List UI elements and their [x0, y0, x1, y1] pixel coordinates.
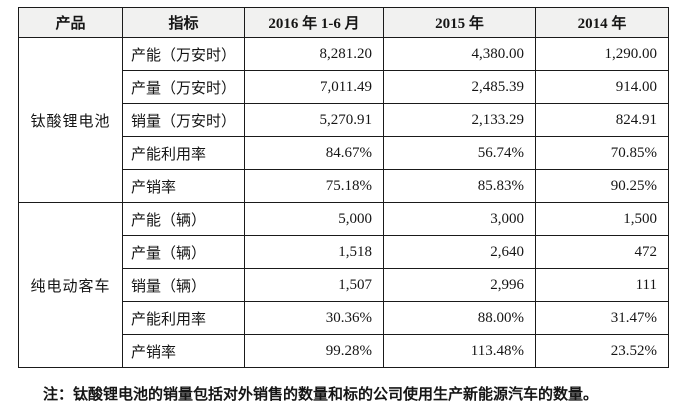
value-cell: 84.67% — [244, 136, 384, 170]
indicator-cell: 产能（辆） — [122, 202, 245, 236]
table-header: 产品 指标 2016 年 1-6 月 2015 年 2014 年 — [18, 7, 669, 38]
column-header-2015: 2015 年 — [383, 7, 536, 38]
value-cell: 30.36% — [244, 301, 384, 335]
value-cell: 2,996 — [383, 268, 536, 302]
table-row: 产量（辆） 1,518 2,640 472 — [19, 235, 669, 269]
column-header-2014: 2014 年 — [535, 7, 669, 38]
indicator-cell: 产能利用率 — [122, 136, 245, 170]
value-cell: 8,281.20 — [244, 37, 384, 71]
column-header-product: 产品 — [18, 7, 123, 38]
value-cell: 1,518 — [244, 235, 384, 269]
table-row: 产量（万安时） 7,011.49 2,485.39 914.00 — [19, 70, 669, 104]
value-cell: 1,290.00 — [535, 37, 669, 71]
value-cell: 5,000 — [244, 202, 384, 236]
column-header-indicator: 指标 — [122, 7, 245, 38]
value-cell: 23.52% — [535, 334, 669, 368]
value-cell: 7,011.49 — [244, 70, 384, 104]
table-row: 销量（万安时） 5,270.91 2,133.29 824.91 — [19, 103, 669, 137]
header-row: 产品 指标 2016 年 1-6 月 2015 年 2014 年 — [18, 7, 669, 38]
table-body: 钛酸锂电池 产能（万安时） 8,281.20 4,380.00 1,290.00 产量（万… — [18, 37, 669, 368]
indicator-cell: 产量（万安时） — [122, 70, 245, 104]
value-cell: 5,270.91 — [244, 103, 384, 137]
value-cell: 472 — [535, 235, 669, 269]
table-row: 产能利用率 30.36% 88.00% 31.47% — [19, 301, 669, 335]
indicator-cell: 产销率 — [122, 169, 245, 203]
value-cell: 31.47% — [535, 301, 669, 335]
table-row: 产能利用率 84.67% 56.74% 70.85% — [19, 136, 669, 170]
indicator-cell: 产量（辆） — [122, 235, 245, 269]
value-cell: 99.28% — [244, 334, 384, 368]
indicator-cell: 产能（万安时） — [122, 37, 245, 71]
value-cell: 1,507 — [244, 268, 384, 302]
value-cell: 75.18% — [244, 169, 384, 203]
footnote: 注：钛酸锂电池的销量包括对外销售的数量和标的公司使用生产新能源汽车的数量。 — [43, 387, 599, 403]
value-cell: 111 — [535, 268, 669, 302]
value-cell: 3,000 — [383, 202, 536, 236]
value-cell: 914.00 — [535, 70, 669, 104]
value-cell: 4,380.00 — [383, 37, 536, 71]
table-row: 销量（辆） 1,507 2,996 111 — [19, 268, 669, 302]
value-cell: 56.74% — [383, 136, 536, 170]
table-row: 产销率 75.18% 85.83% 90.25% — [19, 169, 669, 203]
value-cell: 2,133.29 — [383, 103, 536, 137]
indicator-cell: 销量（辆） — [122, 268, 245, 302]
table-row: 产销率 99.28% 113.48% 23.52% — [19, 334, 669, 368]
value-cell: 2,640 — [383, 235, 536, 269]
production-sales-table: 产品 指标 2016 年 1-6 月 2015 年 2014 年 钛酸锂电池 产能… — [18, 7, 669, 368]
table-row: 纯电动客车 产能（辆） 5,000 3,000 1,500 — [18, 202, 669, 368]
indicator-cell: 销量（万安时） — [122, 103, 245, 137]
value-cell: 85.83% — [383, 169, 536, 203]
product-cell: 纯电动客车 — [18, 202, 123, 368]
value-cell: 88.00% — [383, 301, 536, 335]
value-cell: 824.91 — [535, 103, 669, 137]
value-cell: 2,485.39 — [383, 70, 536, 104]
table-row: 钛酸锂电池 产能（万安时） 8,281.20 4,380.00 1,290.00 — [18, 37, 669, 203]
indicator-cell: 产能利用率 — [122, 301, 245, 335]
value-cell: 70.85% — [535, 136, 669, 170]
indicator-cell: 产销率 — [122, 334, 245, 368]
value-cell: 1,500 — [535, 202, 669, 236]
column-header-2016: 2016 年 1-6 月 — [244, 7, 384, 38]
product-cell: 钛酸锂电池 — [18, 37, 123, 203]
value-cell: 90.25% — [535, 169, 669, 203]
value-cell: 113.48% — [383, 334, 536, 368]
